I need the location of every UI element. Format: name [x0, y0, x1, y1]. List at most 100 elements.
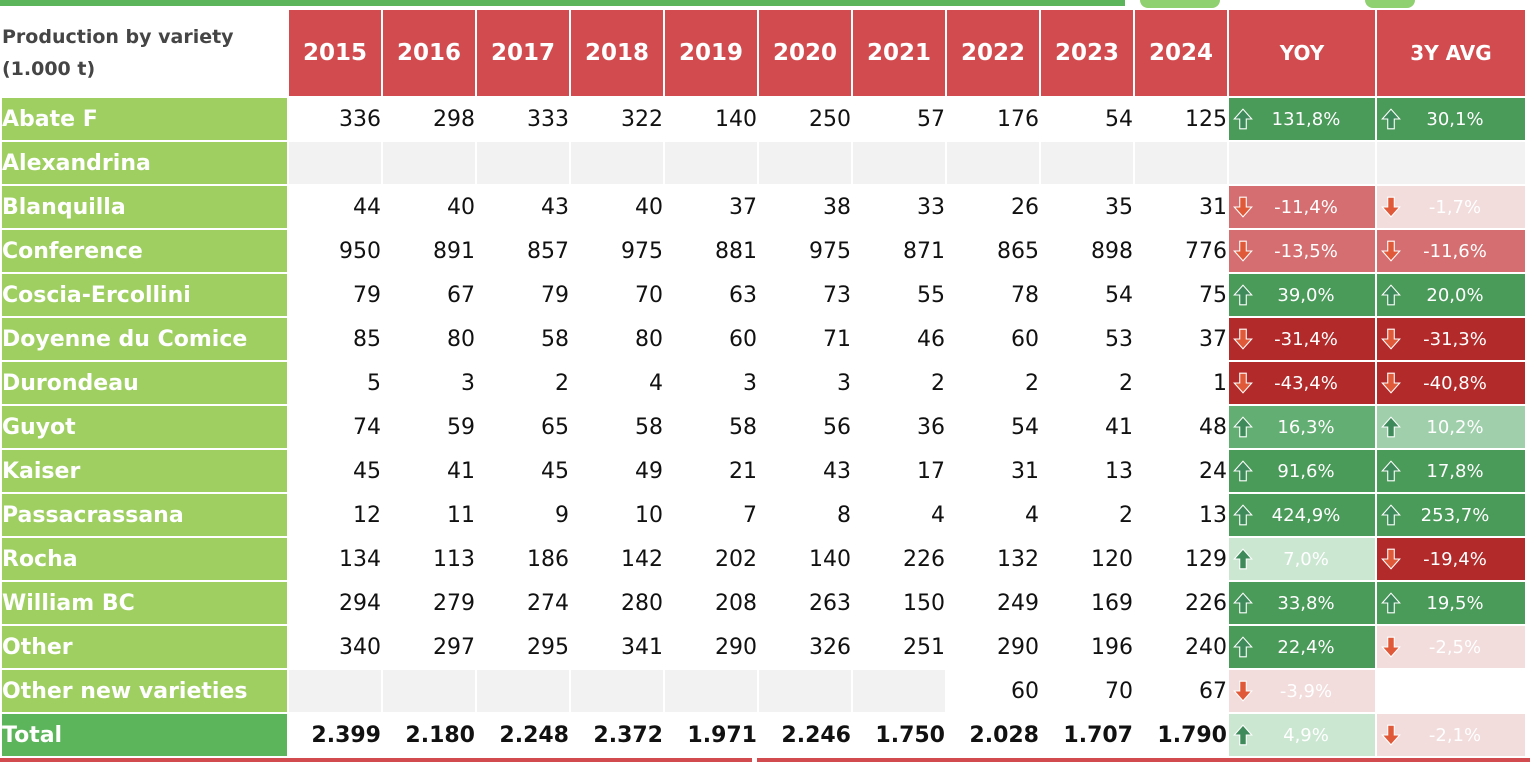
- value-cell: 2.246: [759, 714, 851, 756]
- avg-3y-cell: 30,1%: [1377, 98, 1525, 140]
- value-cell: 54: [1041, 98, 1133, 140]
- column-header-year: 2016: [383, 10, 475, 96]
- value-cell: 250: [759, 98, 851, 140]
- yoy-cell: 4,9%: [1229, 714, 1375, 756]
- avg-3y-value: 30,1%: [1426, 108, 1484, 130]
- value-cell: 26: [947, 186, 1039, 228]
- bottom-accent-strip-right: [757, 758, 1530, 762]
- value-cell: [571, 670, 663, 712]
- arrow-down-icon: [1381, 724, 1401, 746]
- value-cell: [853, 670, 945, 712]
- yoy-cell: -43,4%: [1229, 362, 1375, 404]
- top-decoration-right: [1365, 0, 1415, 8]
- value-cell: [665, 142, 757, 184]
- value-cell: 142: [571, 538, 663, 580]
- value-cell: 196: [1041, 626, 1133, 668]
- value-cell: 150: [853, 582, 945, 624]
- avg-3y-cell: -1,7%: [1377, 186, 1525, 228]
- value-cell: 24: [1135, 450, 1227, 492]
- avg-3y-cell: 19,5%: [1377, 582, 1525, 624]
- yoy-value: 131,8%: [1271, 108, 1341, 130]
- value-cell: 140: [665, 98, 757, 140]
- arrow-up-icon: [1233, 284, 1253, 306]
- value-cell: 75: [1135, 274, 1227, 316]
- value-cell: 13: [1135, 494, 1227, 536]
- value-cell: 294: [289, 582, 381, 624]
- arrow-down-icon: [1381, 636, 1401, 658]
- yoy-value: 91,6%: [1277, 460, 1335, 482]
- arrow-up-icon: [1233, 548, 1253, 570]
- table-title-line1: Production by variety: [2, 26, 234, 48]
- value-cell: 975: [759, 230, 851, 272]
- table-row: William BC 294 279 274 280 208 263 150 249 169 226…: [2, 582, 1525, 624]
- avg-3y-cell: 253,7%: [1377, 494, 1525, 536]
- value-cell: 857: [477, 230, 569, 272]
- value-cell: 49: [571, 450, 663, 492]
- arrow-up-icon: [1381, 504, 1401, 526]
- arrow-down-icon: [1233, 680, 1253, 702]
- value-cell: 4: [853, 494, 945, 536]
- value-cell: 67: [1135, 670, 1227, 712]
- value-cell: 1: [1135, 362, 1227, 404]
- row-label: Blanquilla: [2, 186, 287, 228]
- value-cell: 279: [383, 582, 475, 624]
- value-cell: 2: [853, 362, 945, 404]
- column-header-year: 2017: [477, 10, 569, 96]
- arrow-up-icon: [1381, 460, 1401, 482]
- value-cell: 60: [947, 318, 1039, 360]
- header-row: Production by variety (1.000 t) 2015 2016…: [2, 10, 1525, 96]
- avg-3y-value: -2,5%: [1428, 636, 1482, 658]
- value-cell: 79: [477, 274, 569, 316]
- value-cell: 73: [759, 274, 851, 316]
- yoy-cell: 22,4%: [1229, 626, 1375, 668]
- avg-3y-cell: 17,8%: [1377, 450, 1525, 492]
- value-cell: 33: [853, 186, 945, 228]
- yoy-cell: 39,0%: [1229, 274, 1375, 316]
- arrow-down-icon: [1381, 372, 1401, 394]
- column-header-year: 2022: [947, 10, 1039, 96]
- value-cell: [1135, 142, 1227, 184]
- column-header-year: 2021: [853, 10, 945, 96]
- value-cell: 202: [665, 538, 757, 580]
- arrow-down-icon: [1233, 240, 1253, 262]
- value-cell: 46: [853, 318, 945, 360]
- yoy-value: 4,9%: [1283, 724, 1329, 746]
- value-cell: [853, 142, 945, 184]
- column-header-3y-avg: 3Y AVG: [1377, 10, 1525, 96]
- row-label: Total: [2, 714, 287, 756]
- avg-3y-value: 253,7%: [1420, 504, 1490, 526]
- arrow-up-icon: [1381, 284, 1401, 306]
- value-cell: 2.399: [289, 714, 381, 756]
- value-cell: 298: [383, 98, 475, 140]
- value-cell: [947, 142, 1039, 184]
- value-cell: 56: [759, 406, 851, 448]
- value-cell: 251: [853, 626, 945, 668]
- value-cell: [759, 142, 851, 184]
- value-cell: 58: [665, 406, 757, 448]
- arrow-up-icon: [1233, 592, 1253, 614]
- row-label: Kaiser: [2, 450, 287, 492]
- value-cell: 2.180: [383, 714, 475, 756]
- value-cell: 226: [853, 538, 945, 580]
- value-cell: 7: [665, 494, 757, 536]
- table-row: Durondeau 5 3 2 4 3 3 2 2 2 1 -43,4% -40,8%: [2, 362, 1525, 404]
- value-cell: 333: [477, 98, 569, 140]
- value-cell: 186: [477, 538, 569, 580]
- table-body: Abate F 336 298 333 322 140 250 57 176 54 125 131,8…: [2, 98, 1525, 756]
- avg-3y-value: -31,3%: [1423, 328, 1487, 350]
- table-row: Blanquilla 44 40 43 40 37 38 33 26 35 31 -11,4% -1,7…: [2, 186, 1525, 228]
- value-cell: 36: [853, 406, 945, 448]
- value-cell: 326: [759, 626, 851, 668]
- value-cell: 57: [853, 98, 945, 140]
- value-cell: 341: [571, 626, 663, 668]
- value-cell: [289, 670, 381, 712]
- value-cell: [477, 670, 569, 712]
- yoy-value: -31,4%: [1274, 328, 1338, 350]
- value-cell: 80: [383, 318, 475, 360]
- value-cell: 290: [665, 626, 757, 668]
- table-row: Other 340 297 295 341 290 326 251 290 196 240 22,4%…: [2, 626, 1525, 668]
- value-cell: 129: [1135, 538, 1227, 580]
- value-cell: 70: [571, 274, 663, 316]
- yoy-cell: -11,4%: [1229, 186, 1375, 228]
- arrow-up-icon: [1381, 108, 1401, 130]
